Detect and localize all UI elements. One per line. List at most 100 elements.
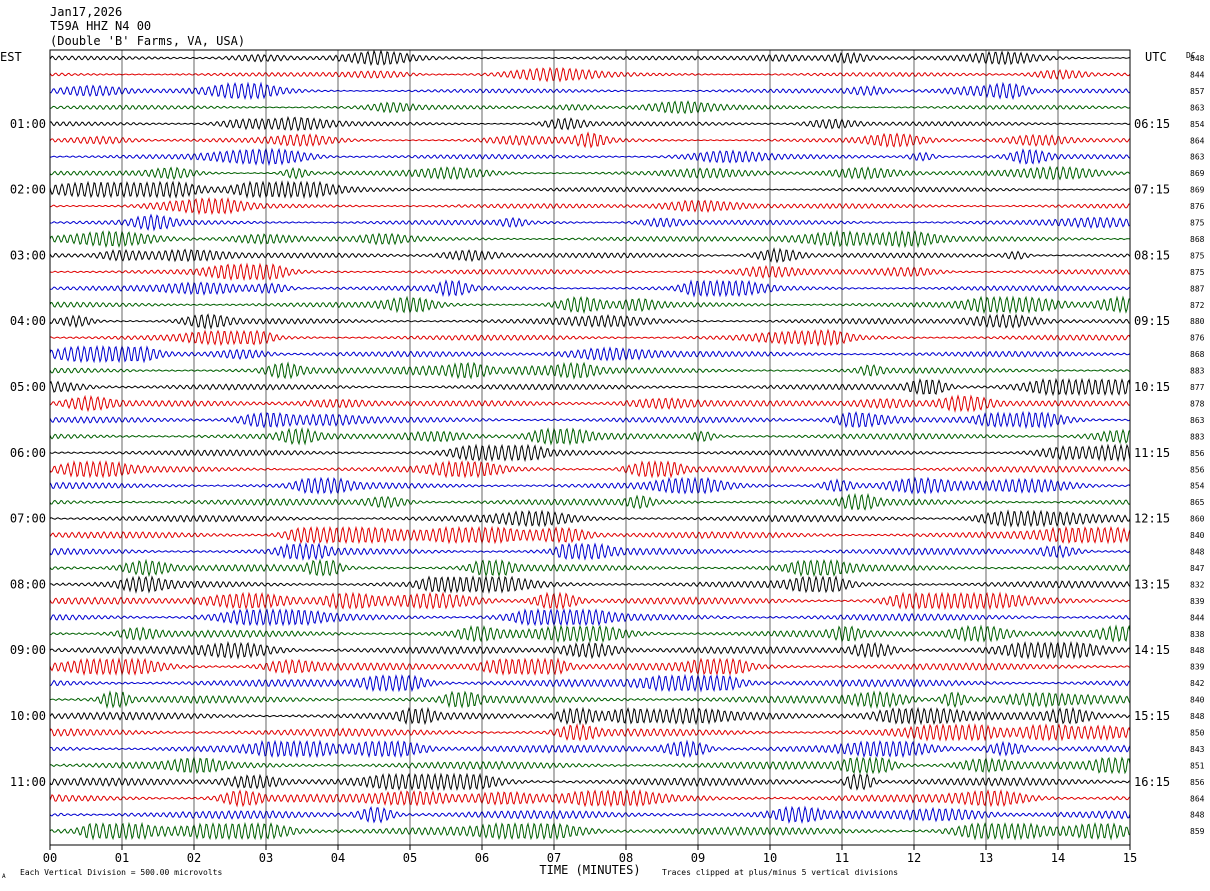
trace-line (49, 591, 1131, 611)
trace-line (49, 756, 1131, 775)
dc-offset-label: 876 (1190, 334, 1205, 343)
trace-line (49, 131, 1131, 149)
dc-offset-label: 872 (1190, 301, 1205, 310)
trace-line (49, 361, 1131, 380)
x-tick-label: 07 (547, 851, 561, 865)
dc-offset-label: 856 (1190, 778, 1205, 787)
x-tick-label: 08 (619, 851, 633, 865)
x-tick-label: 14 (1051, 851, 1065, 865)
x-tick-label: 04 (331, 851, 345, 865)
x-tick-label: 10 (763, 851, 777, 865)
trace-line (49, 115, 1131, 132)
dc-offset-label: 843 (1190, 745, 1205, 754)
dc-offset-label: 847 (1190, 564, 1205, 573)
dc-offset-label: 839 (1190, 663, 1205, 672)
dc-offset-label: 860 (1190, 515, 1205, 524)
dc-offset-label: 880 (1190, 317, 1205, 326)
dc-offset-label: 840 (1190, 696, 1205, 705)
x-tick-label: 01 (115, 851, 129, 865)
x-axis-label: TIME (MINUTES) (539, 863, 640, 877)
dc-offset-label: 838 (1190, 630, 1205, 639)
trace-line (49, 295, 1131, 315)
right-hour-label: 15:15 (1134, 709, 1170, 723)
trace-line (49, 66, 1131, 83)
right-hour-label: 12:15 (1134, 512, 1170, 526)
trace-line (49, 196, 1131, 216)
left-hour-label: 05:00 (10, 380, 46, 394)
dc-offset-label: 887 (1190, 284, 1205, 293)
header-station: T59A HHZ N4 00 (50, 19, 151, 33)
dc-offset-label: 868 (1190, 350, 1205, 359)
trace-line (49, 247, 1131, 264)
left-hour-label: 04:00 (10, 314, 46, 328)
trace-line (49, 542, 1131, 561)
trace-line (49, 377, 1131, 397)
x-tick-label: 02 (187, 851, 201, 865)
trace-line (49, 706, 1131, 726)
trace-line (49, 788, 1131, 808)
right-hour-label: 10:15 (1134, 380, 1170, 394)
trace-line (49, 443, 1131, 463)
dc-offset-label: 848 (1190, 646, 1205, 655)
trace-line (49, 49, 1131, 67)
trace-line (49, 657, 1131, 676)
right-hour-label: 06:15 (1134, 117, 1170, 131)
dc-offset-label: 864 (1190, 794, 1205, 803)
trace-line (49, 262, 1131, 282)
right-hour-label: 11:15 (1134, 446, 1170, 460)
left-hour-label: 03:00 (10, 248, 46, 262)
dc-offset-label: 848 (1190, 54, 1205, 63)
trace-line (49, 492, 1131, 511)
x-tick-label: 12 (907, 851, 921, 865)
trace-line (49, 100, 1131, 115)
x-tick-label: 11 (835, 851, 849, 865)
footer-clip-note: Traces clipped at plus/minus 5 vertical … (662, 868, 898, 877)
trace-line (49, 608, 1131, 627)
x-tick-label: 05 (403, 851, 417, 865)
right-hour-label: 13:15 (1134, 577, 1170, 591)
dc-offset-label: 875 (1190, 268, 1205, 277)
trace-line (49, 690, 1131, 710)
left-hour-label: 06:00 (10, 446, 46, 460)
dc-offset-label: 844 (1190, 70, 1205, 79)
dc-label: DC (1186, 51, 1196, 60)
trace-line (49, 640, 1131, 660)
left-timezone-label: EST (0, 50, 22, 64)
header-location: (Double 'B' Farms, VA, USA) (50, 34, 245, 48)
trace-line (49, 739, 1131, 759)
dc-offset-label: 869 (1190, 169, 1205, 178)
left-hour-label: 10:00 (10, 709, 46, 723)
trace-line (49, 410, 1131, 430)
left-hour-label: 07:00 (10, 512, 46, 526)
dc-offset-label: 878 (1190, 399, 1205, 408)
trace-line (49, 427, 1131, 446)
trace-line (49, 229, 1131, 249)
trace-line (49, 279, 1131, 298)
dc-offset-label: 875 (1190, 251, 1205, 260)
dc-offset-label: 840 (1190, 531, 1205, 540)
trace-line (49, 525, 1131, 545)
left-hour-label: 01:00 (10, 117, 46, 131)
dc-offset-label: 875 (1190, 219, 1205, 228)
dc-offset-label: 848 (1190, 712, 1205, 721)
dc-offset-labels: 848 844 857 863 854 864 863 869 869 876 875 868 875 8… (1190, 54, 1205, 836)
dc-offset-label: 856 (1190, 449, 1205, 458)
trace-line (49, 772, 1131, 792)
trace-line (49, 328, 1131, 347)
trace-line (49, 673, 1131, 693)
dc-offset-label: 851 (1190, 761, 1205, 770)
dc-offset-label: 848 (1190, 548, 1205, 557)
right-hour-label: 08:15 (1134, 248, 1170, 262)
dc-offset-label: 865 (1190, 498, 1205, 507)
x-tick-label: 06 (475, 851, 489, 865)
dc-offset-label: 854 (1190, 482, 1205, 491)
trace-line (49, 624, 1131, 644)
dc-offset-label: 854 (1190, 120, 1205, 129)
trace-line (49, 558, 1131, 578)
dc-offset-label: 856 (1190, 465, 1205, 474)
trace-line (49, 509, 1131, 528)
dc-offset-label: 839 (1190, 597, 1205, 606)
trace-line (49, 394, 1131, 413)
dc-offset-label: 850 (1190, 728, 1205, 737)
x-tick-label: 03 (259, 851, 273, 865)
